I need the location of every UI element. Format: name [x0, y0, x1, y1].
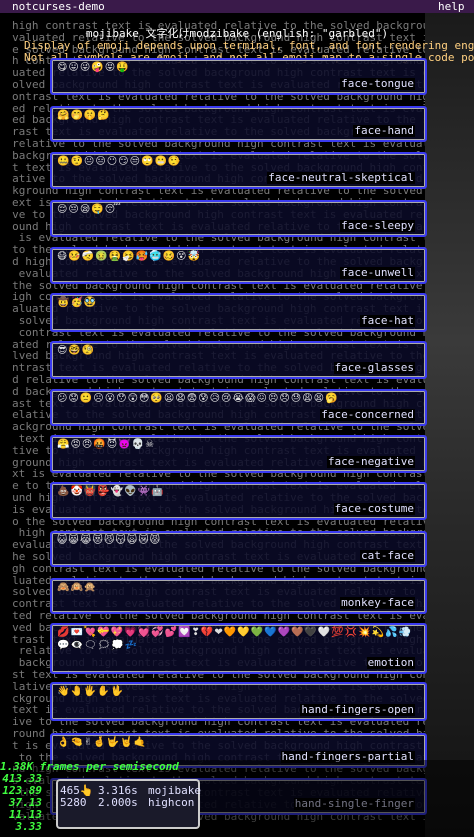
background-text: high contrast text is evaluated relative… — [296, 30, 425, 44]
header-line: Display of emoji depends upon terminal, … — [24, 39, 474, 52]
header-line: mojibake 文字化けmodʑibake (english: "garble… — [85, 27, 389, 40]
title-bar — [0, 0, 474, 13]
emoji-panel: 🙈🙉🙊 monkey-face — [50, 578, 427, 614]
emoji-row: 😎🤓🧐 — [57, 345, 96, 356]
status-cell: 2.000s — [98, 796, 138, 809]
panel-label: face-glasses — [333, 361, 415, 374]
app-title: notcurses-demo — [12, 0, 105, 13]
emoji-panel: 💋💌💘💝💖💗💓💞💕💟❣💔❤🧡💛💚💙💜🤎🖤🤍💯💢💥💫💦💨🕳 💬👁‍🗨🗨🗯💭💤 emot… — [50, 623, 427, 674]
emoji-row: 💩🤡👹👺👻👽👾🤖 — [57, 486, 165, 497]
panel-label: face-hand — [353, 124, 415, 137]
emoji-panel: 🤐🤨😐😑😶😏😒🙄😬🤥 face-neutral-skeptical — [50, 152, 427, 189]
help-button[interactable]: help — [438, 0, 465, 13]
background-text: high contrast text is evaluated relative… — [12, 42, 138, 56]
emoji-panel: 🤠🥳🥸 face-hat — [50, 293, 427, 332]
emoji-row: 😌😔😪🤤😴 — [57, 204, 122, 215]
emoji-row: 🤗🤭🤫🤔 — [57, 110, 111, 121]
background-text: high contrast text is evaluated relative… — [12, 491, 33, 504]
emoji-panel: 💩🤡👹👺👻👽👾🤖 face-costume — [50, 482, 427, 520]
status-cell: highcon — [148, 796, 195, 809]
status-cell: mojibake — [148, 784, 201, 797]
panel-label: face-costume — [333, 502, 415, 515]
panel-label: face-hat — [360, 314, 415, 327]
panel-label: emotion — [366, 656, 415, 669]
fps-scale-value: 37.13 — [8, 796, 42, 809]
panel-label: monkey-face — [340, 596, 415, 609]
background-text: high contrast text is evaluated relative… — [12, 219, 39, 233]
background-text: high contrast text is evaluated relative… — [12, 527, 19, 539]
emoji-panel: 😷🤒🤕🤢🤮🤧🥵🥶🥴😵🤯 face-unwell — [50, 247, 427, 284]
fps-scale-value: 413.33 — [2, 772, 42, 785]
emoji-panel: 🤗🤭🤫🤔 face-hand — [50, 106, 427, 142]
emoji-row: 👋🤚🖐✋🖖 — [57, 686, 125, 697]
emoji-row: 😕😟🙁☹😮😯😲😳🥺😦😧😨😰😥😢😭😱😖😣😞😓😩😫🥱 — [57, 393, 339, 404]
emoji-panel: 👋🤚🖐✋🖖 hand-fingers-open — [50, 682, 427, 721]
background-image — [425, 10, 474, 837]
emoji-panel: 😌😔😪🤤😴 face-sleepy — [50, 200, 427, 237]
emoji-row: 😋😛😜🤪😝🤑 — [57, 62, 130, 73]
panel-label: hand-fingers-open — [300, 703, 415, 716]
fps-scale-value: 3.33 — [15, 820, 43, 833]
panel-label: face-neutral-skeptical — [267, 171, 415, 184]
background-text: high contrast text is evaluated relative… — [12, 255, 19, 268]
background-text: high contrast text is evaluated relative… — [422, 326, 425, 339]
emoji-panel: 😋😛😜🤪😝🤑 face-tongue — [50, 58, 427, 95]
emoji-panel: 😕😟🙁☹😮😯😲😳🥺😦😧😨😰😥😢😭😱😖😣😞😓😩😫🥱 face-concerned — [50, 389, 427, 426]
background-text: high contrast text is evaluated relative… — [12, 727, 46, 740]
panel-label: face-negative — [326, 455, 415, 468]
emoji-panel: 😤😡😠🤬😈👿💀☠ face-negative — [50, 435, 427, 473]
background-text: high contrast text is evaluated relative… — [12, 20, 425, 32]
emoji-row: 😺😸😹😻😼😽🙀😿😾 — [57, 535, 162, 546]
status-cell: 465👆 — [60, 784, 94, 797]
emoji-row: 🤠🥳🥸 — [57, 297, 98, 308]
panel-label: face-unwell — [340, 266, 415, 279]
panel-label: cat-face — [360, 549, 415, 562]
emoji-row: 🤐🤨😐😑😶😏😒🙄😬🤥 — [57, 156, 182, 167]
emoji-row: 💬👁‍🗨🗨🗯💭💤 — [57, 640, 139, 651]
panel-label: face-sleepy — [340, 219, 415, 232]
emoji-panel: 😎🤓🧐 face-glasses — [50, 341, 427, 379]
emoji-row: 😷🤒🤕🤢🤮🤧🥵🥶🥴😵🤯 — [57, 251, 201, 262]
panel-label: face-tongue — [340, 77, 415, 90]
fps-label: 1.38K frames per semisecond — [0, 760, 179, 773]
emoji-row: 👌🤏✌🤞🤟🤘🤙 — [57, 737, 148, 748]
emoji-row: 💋💌💘💝💖💗💓💞💕💟❣💔❤🧡💛💚💙💜🤎🖤🤍💯💢💥💫💦💨🕳 — [57, 627, 413, 650]
background-text: high contrast text is evaluated relative… — [12, 455, 52, 469]
background-text: high contrast text is evaluated relative… — [144, 42, 425, 56]
fps-scale-value: 123.89 — [2, 784, 42, 797]
fps-scale-value: 11.13 — [8, 808, 42, 821]
emoji-panel: 😺😸😹😻😼😽🙀😿😾 cat-face — [50, 531, 427, 567]
emoji-row: 🙈🙉🙊 — [57, 582, 98, 593]
background-text: high contrast text is evaluated relative… — [12, 184, 59, 198]
status-box — [56, 779, 200, 829]
status-cell: 3.316s — [98, 784, 138, 797]
emoji-row: 😤😡😠🤬😈👿💀☠ — [57, 439, 156, 450]
status-cell: 5280 — [60, 796, 87, 809]
background-text: high contrast text is evaluated relative… — [12, 30, 291, 44]
panel-label: face-concerned — [320, 408, 415, 421]
